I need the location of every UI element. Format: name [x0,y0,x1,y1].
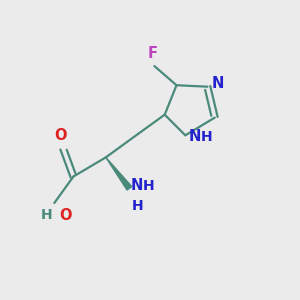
Text: H: H [41,208,53,222]
Text: N: N [212,76,224,91]
Text: O: O [60,208,72,223]
Text: N: N [189,129,201,144]
Text: N: N [131,178,143,194]
Text: O: O [55,128,67,143]
Text: F: F [148,46,158,61]
Polygon shape [106,158,132,190]
Text: H: H [201,130,212,144]
Text: H: H [142,179,154,193]
Text: H: H [132,200,143,214]
